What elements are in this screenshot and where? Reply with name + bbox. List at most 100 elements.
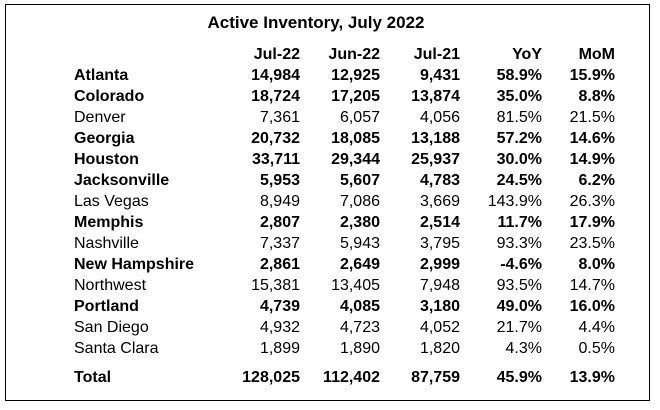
table-row: Las Vegas 8,949 7,086 3,669 143.9% 26.3% [68,191,615,212]
cell-mom: 23.5% [569,235,615,252]
table-row: Nashville 7,337 5,943 3,795 93.3% 23.5% [68,233,615,254]
cell-name: Denver [74,109,126,126]
table-title: Active Inventory, July 2022 [207,13,425,32]
cell-name: Northwest [74,277,147,294]
cell-mom: 14.9% [569,151,615,168]
cell-jun-22: 4,085 [339,298,380,315]
total-label: Total [74,369,112,386]
table-frame [5,4,650,401]
cell-name: Atlanta [74,67,129,84]
table-row: New Hampshire 2,861 2,649 2,999 -4.6% 8.… [68,254,615,275]
cell-yoy: 81.5% [496,109,542,126]
cell-name: Memphis [74,214,144,231]
cell-jul-21: 2,999 [419,256,460,273]
header-jun-22: Jun-22 [328,46,380,63]
cell-jul-21: 3,669 [419,193,460,210]
table-row: San Diego 4,932 4,723 4,052 21.7% 4.4% [68,317,615,338]
total-jul-21: 87,759 [411,369,460,386]
total-jul-22: 128,025 [242,369,300,386]
cell-yoy: 4.3% [505,340,542,357]
cell-jul-21: 13,188 [411,130,460,147]
table-body: Atlanta 14,984 12,925 9,431 58.9% 15.9% … [68,65,615,388]
cell-mom: 16.0% [569,298,615,315]
cell-jun-22: 2,380 [339,214,380,231]
cell-jun-22: 29,344 [331,151,380,168]
cell-jul-22: 8,949 [259,193,300,210]
cell-mom: 15.9% [569,67,615,84]
cell-mom: 17.9% [569,214,615,231]
table-row: Portland 4,739 4,085 3,180 49.0% 16.0% [68,296,615,317]
cell-name: Santa Clara [74,340,159,357]
cell-name: New Hampshire [74,256,195,273]
table-row: Houston 33,711 29,344 25,937 30.0% 14.9% [68,149,615,170]
cell-jun-22: 13,405 [331,277,380,294]
cell-yoy: -4.6% [500,256,542,273]
total-mom: 13.9% [569,369,615,386]
header-jul-21: Jul-21 [413,46,460,63]
cell-mom: 21.5% [569,109,615,126]
cell-name: Jacksonville [74,172,170,189]
cell-jul-22: 2,861 [259,256,300,273]
cell-jul-22: 18,724 [251,88,300,105]
cell-jul-21: 4,056 [419,109,460,126]
cell-mom: 8.8% [578,88,615,105]
cell-jun-22: 12,925 [331,67,380,84]
cell-jul-21: 9,431 [419,67,460,84]
table-row: Memphis 2,807 2,380 2,514 11.7% 17.9% [68,212,615,233]
cell-jun-22: 1,890 [339,340,380,357]
cell-yoy: 93.5% [496,277,542,294]
cell-mom: 14.7% [569,277,615,294]
cell-jul-21: 3,795 [419,235,460,252]
cell-yoy: 35.0% [496,88,542,105]
cell-name: San Diego [74,319,149,336]
cell-jun-22: 2,649 [339,256,380,273]
cell-mom: 6.2% [578,172,615,189]
header-mom: MoM [578,46,615,63]
cell-name: Houston [74,151,139,168]
cell-name: Colorado [74,88,145,105]
cell-jul-21: 4,783 [419,172,460,189]
table-row: Georgia 20,732 18,085 13,188 57.2% 14.6% [68,128,615,149]
cell-jul-22: 7,337 [259,235,300,252]
cell-jul-22: 4,932 [259,319,300,336]
total-jun-22: 112,402 [323,369,380,386]
cell-yoy: 143.9% [487,193,542,210]
table-row: Jacksonville 5,953 5,607 4,783 24.5% 6.2… [68,170,615,191]
cell-yoy: 93.3% [496,235,542,252]
cell-yoy: 58.9% [496,67,542,84]
table-row: Colorado 18,724 17,205 13,874 35.0% 8.8% [68,86,615,107]
cell-yoy: 49.0% [496,298,542,315]
cell-yoy: 30.0% [496,151,542,168]
header-jul-22: Jul-22 [253,46,300,63]
cell-name: Portland [74,298,139,315]
cell-jul-21: 1,820 [419,340,460,357]
cell-jul-22: 7,361 [259,109,300,126]
cell-jul-21: 13,874 [411,88,460,105]
cell-mom: 8.0% [578,256,615,273]
cell-yoy: 21.7% [496,319,542,336]
table-row: Denver 7,361 6,057 4,056 81.5% 21.5% [68,107,615,128]
cell-jun-22: 6,057 [339,109,380,126]
total-row: Total 128,025 112,402 87,759 45.9% 13.9% [68,359,615,388]
cell-jul-21: 3,180 [419,298,460,315]
cell-yoy: 11.7% [497,214,542,231]
table-row: Santa Clara 1,899 1,890 1,820 4.3% 0.5% [68,338,615,359]
cell-name: Las Vegas [74,193,149,210]
cell-jul-22: 20,732 [251,130,300,147]
cell-jun-22: 17,205 [331,88,380,105]
cell-jul-22: 33,711 [251,151,300,168]
cell-yoy: 57.2% [496,130,542,147]
cell-mom: 0.5% [578,340,615,357]
cell-mom: 4.4% [578,319,615,336]
inventory-table: Jul-22 Jun-22 Jul-21 YoY MoM Atlanta 14,… [68,44,615,388]
table-row: Northwest 15,381 13,405 7,948 93.5% 14.7… [68,275,615,296]
cell-jul-21: 4,052 [419,319,460,336]
cell-jul-22: 14,984 [251,67,300,84]
cell-jun-22: 18,085 [331,130,380,147]
cell-name: Nashville [74,235,139,252]
cell-jul-21: 25,937 [411,151,460,168]
cell-jul-21: 2,514 [419,214,460,231]
cell-mom: 26.3% [569,193,615,210]
cell-name: Georgia [74,130,135,147]
cell-jul-22: 15,381 [251,277,300,294]
